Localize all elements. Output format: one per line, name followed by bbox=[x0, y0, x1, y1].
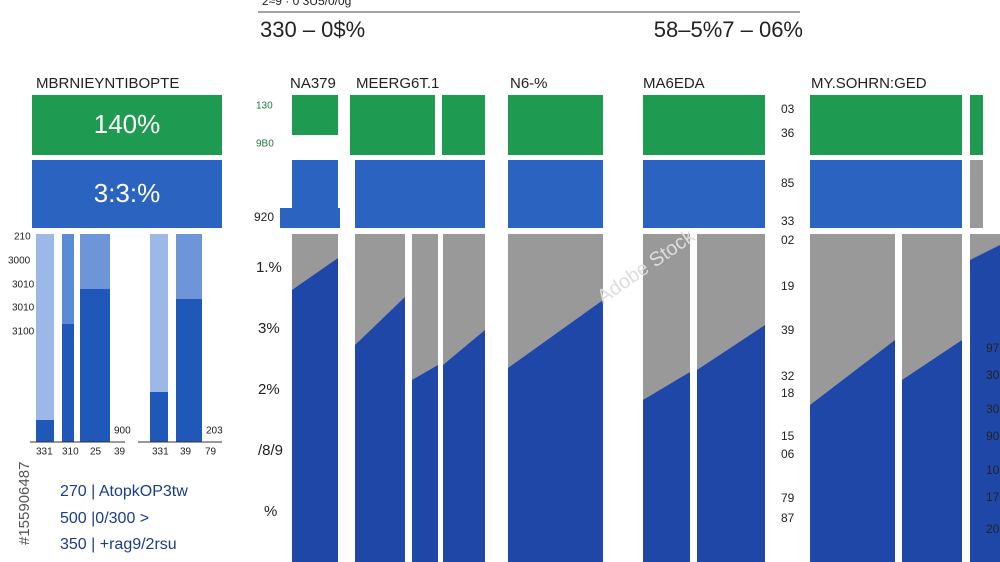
column-header: MEERG6T.1 bbox=[356, 75, 439, 92]
header-right: 58–5%7 – 06% bbox=[654, 17, 803, 42]
annotation: 900 bbox=[114, 426, 131, 437]
edge-number: 20 bbox=[986, 522, 1000, 536]
y-label: 3% bbox=[258, 320, 280, 337]
column-header: MA6EDA bbox=[643, 75, 705, 92]
y-label: 2% bbox=[258, 381, 280, 398]
axis-label: 3100 bbox=[12, 327, 35, 338]
row-number: 02 bbox=[781, 233, 795, 247]
row-number: 79 bbox=[781, 491, 795, 505]
edge-number: 30 bbox=[986, 368, 1000, 382]
blue-area bbox=[292, 245, 1000, 562]
y-label: % bbox=[264, 503, 277, 520]
row-number: 03 bbox=[781, 102, 795, 116]
row-number: 19 bbox=[781, 279, 795, 293]
row-number: 87 bbox=[781, 511, 795, 525]
footer-line: 270 | AtopkOP3tw bbox=[60, 483, 188, 500]
axis-label: 3010 bbox=[12, 280, 35, 291]
y-label: 1.% bbox=[256, 259, 282, 276]
kpi: 140% bbox=[94, 109, 161, 139]
annotation: 203 bbox=[206, 426, 223, 437]
row-number: 32 bbox=[781, 369, 795, 383]
kpi: 3:3:% bbox=[94, 178, 161, 208]
header-left: 330 – 0$% bbox=[260, 17, 365, 42]
column-header: NA379 bbox=[290, 75, 336, 92]
header-fragment: 2≈9 · 0 3U5/0/0g bbox=[262, 0, 351, 8]
edge-number: 90 bbox=[986, 429, 1000, 443]
row-number: 15 bbox=[781, 429, 795, 443]
row-number: 06 bbox=[781, 447, 795, 461]
axis-label: 25 bbox=[90, 447, 102, 458]
row-number: 33 bbox=[781, 214, 795, 228]
row-number: 39 bbox=[781, 323, 795, 337]
column-header: MY.SOHRN:GED bbox=[811, 75, 927, 92]
footer-line: 350 | +rag9/2rsu bbox=[60, 536, 177, 553]
side-label: 9B0 bbox=[256, 139, 274, 150]
side-label: 920 bbox=[254, 210, 274, 224]
edge-number: 97 bbox=[986, 341, 1000, 355]
axis-label: 39 bbox=[114, 447, 126, 458]
axis-label: 331 bbox=[36, 447, 53, 458]
axis-label: 3000 bbox=[8, 256, 31, 267]
footer-line: 500 |0/300 > bbox=[60, 510, 149, 527]
gray-cell bbox=[970, 160, 983, 228]
column-header: MBRNIEYNTIBOPTE bbox=[36, 75, 179, 92]
column-header: N6-% bbox=[510, 75, 548, 92]
y-label: /8/9 bbox=[258, 442, 283, 459]
side-label: 130 bbox=[256, 101, 273, 112]
axis-label: 310 bbox=[62, 447, 79, 458]
axis-label: 210 bbox=[14, 232, 31, 243]
axis-label: 39 bbox=[180, 447, 192, 458]
mini-chart bbox=[30, 234, 222, 443]
edge-number: 170 bbox=[986, 490, 1000, 504]
axis-label: 3010 bbox=[12, 303, 35, 314]
axis-label: 79 bbox=[205, 447, 217, 458]
green-band bbox=[32, 95, 983, 155]
row-number: 18 bbox=[781, 386, 795, 400]
edge-number: 30 bbox=[986, 402, 1000, 416]
blue-band bbox=[32, 160, 962, 228]
row-number: 36 bbox=[781, 126, 795, 140]
axis-label: 331 bbox=[152, 447, 169, 458]
edge-number: 10 bbox=[986, 463, 1000, 477]
watermark-id: #155906487 bbox=[16, 462, 33, 545]
row-number: 85 bbox=[781, 176, 795, 190]
